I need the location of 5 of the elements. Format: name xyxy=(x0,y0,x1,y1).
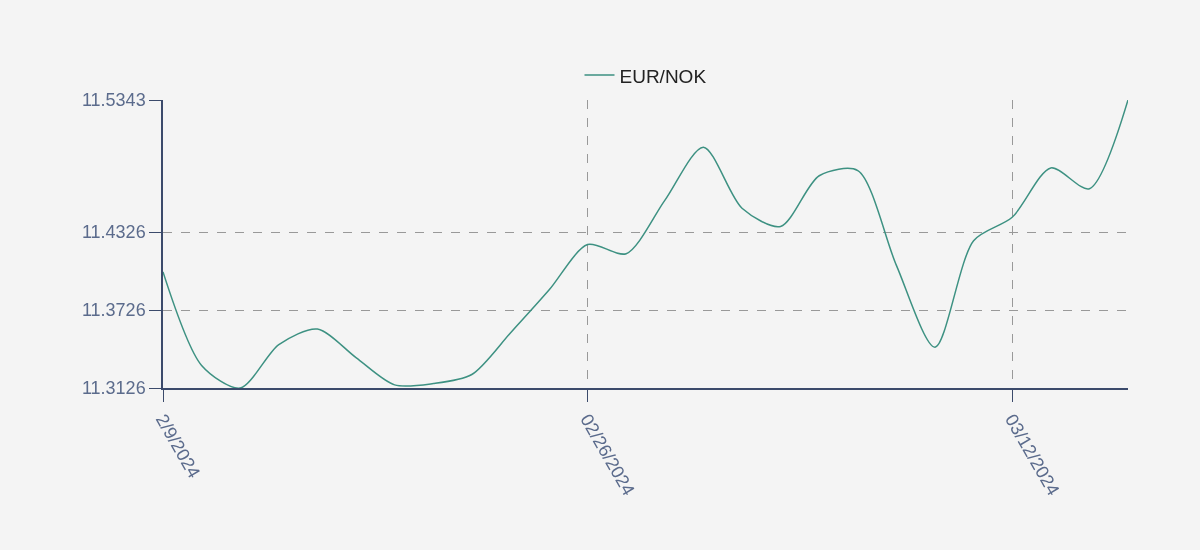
legend-label: EUR/NOK xyxy=(619,65,707,87)
y-tick-label: 11.3726 xyxy=(81,300,146,321)
y-tick-label: 11.4326 xyxy=(81,222,146,243)
y-tick-label: 11.5343 xyxy=(81,90,146,111)
y-tick-label: 11.3126 xyxy=(81,378,146,399)
